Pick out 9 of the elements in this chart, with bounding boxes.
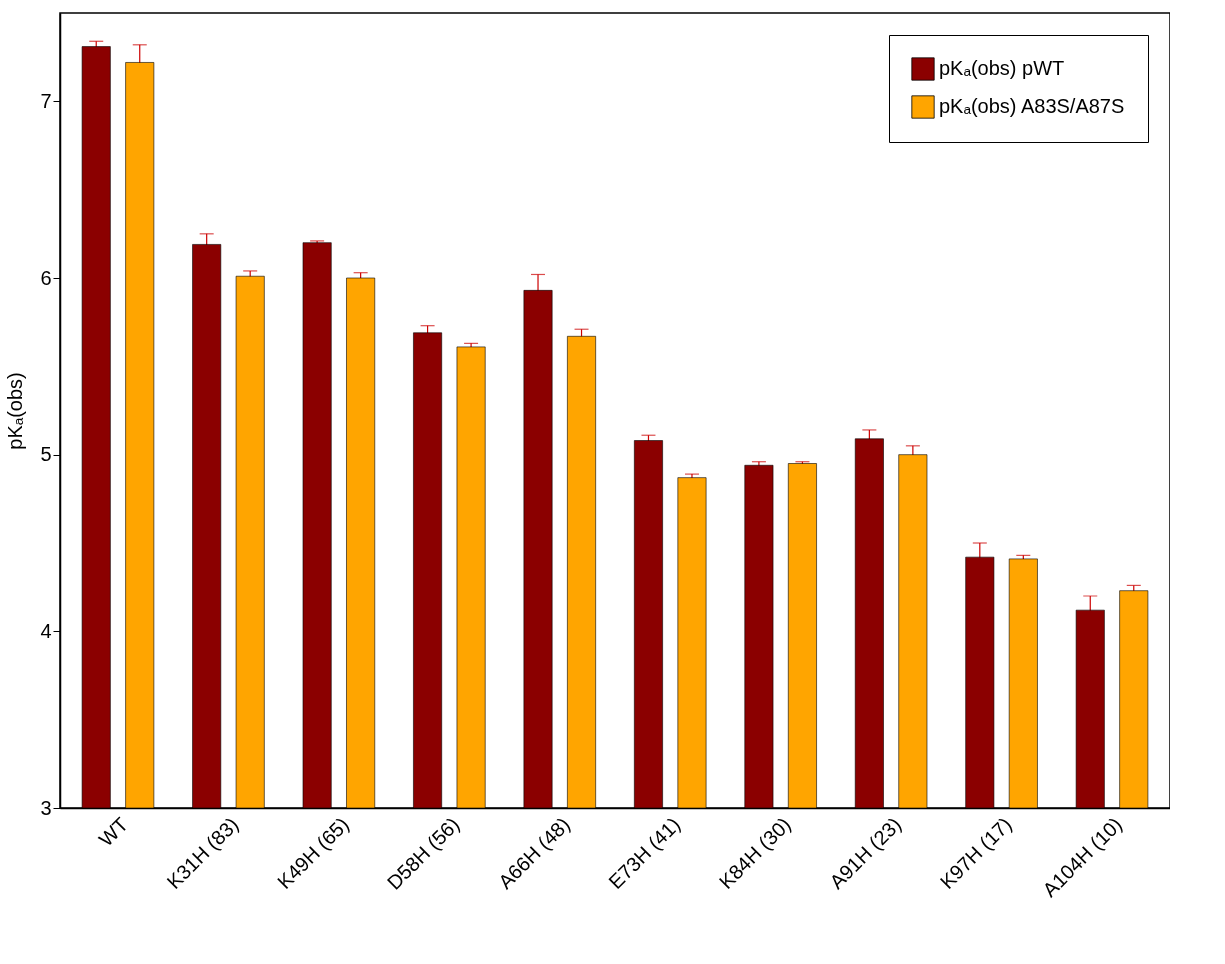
legend-label: pKₐ(obs) pWT xyxy=(939,57,1065,79)
y-tick-label: 4 xyxy=(40,619,52,642)
y-tick-label: 6 xyxy=(40,266,52,289)
x-tick-label: WT xyxy=(94,813,133,851)
legend-label: pKₐ(obs) A83S/A87S xyxy=(939,95,1125,117)
y-axis-title: pKₐ(obs) xyxy=(4,372,27,450)
y-tick-label: 5 xyxy=(40,443,52,466)
y-tick-label: 3 xyxy=(40,796,52,819)
y-tick-label: 7 xyxy=(40,89,52,112)
